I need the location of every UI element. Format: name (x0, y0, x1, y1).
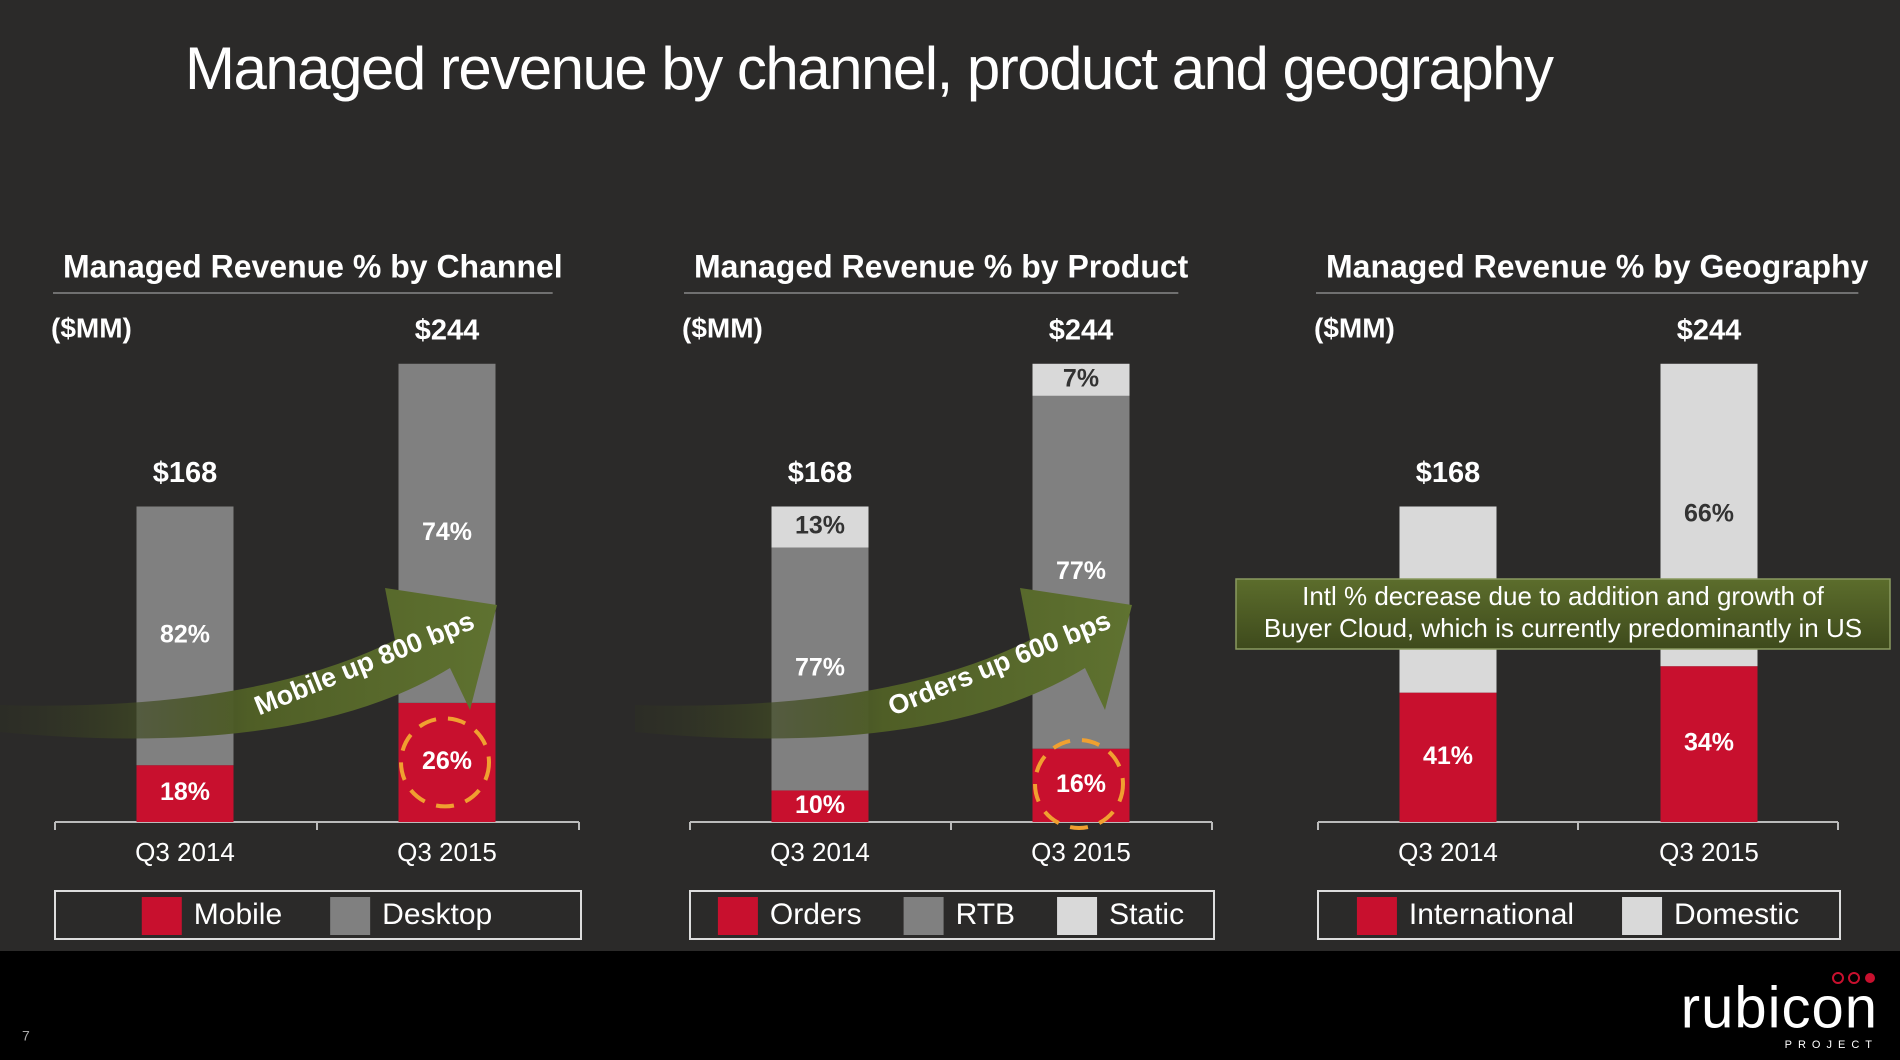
segment-label: 41% (1423, 742, 1473, 770)
highlight-circle (1033, 738, 1125, 830)
legend-box (54, 890, 582, 940)
legend-swatch (141, 897, 182, 935)
legend-swatch (903, 897, 944, 935)
legend-label: Static (1109, 898, 1184, 931)
logo-dot (1848, 972, 1860, 984)
chart-title: Managed Revenue % by Product (694, 248, 1189, 284)
legend-swatch (1356, 897, 1397, 935)
x-tick-label: Q3 2014 (1398, 837, 1498, 867)
bar-segment (136, 765, 234, 822)
legend-swatch (330, 897, 371, 935)
logo-dot (1832, 972, 1844, 984)
x-tick-label: Q3 2014 (135, 837, 235, 867)
legend-box (1317, 890, 1841, 940)
bar-segment (771, 790, 869, 822)
arrow-shape (635, 588, 1132, 739)
x-tick-label: Q3 2015 (397, 837, 497, 867)
logo-dot (1865, 973, 1875, 983)
legend-label: International (1409, 898, 1574, 931)
chart-title: Managed Revenue % by Channel (63, 248, 563, 284)
page-number: 7 (22, 1028, 30, 1044)
unit-label: ($MM) (1314, 312, 1395, 343)
legend-label: Mobile (194, 898, 282, 931)
total-label: $168 (788, 457, 853, 489)
logo-tagline: PROJECT (1785, 1039, 1878, 1051)
x-tick-label: Q3 2014 (770, 837, 870, 867)
total-label: $168 (1416, 457, 1481, 489)
bar-segment (1660, 666, 1758, 822)
legend-label: Desktop (382, 898, 492, 931)
legend-label: Orders (770, 898, 862, 931)
segment-label: 13% (795, 512, 845, 540)
segment-label: 34% (1684, 729, 1734, 757)
legend-swatch (717, 897, 758, 935)
legend-label: Domestic (1674, 898, 1799, 931)
logo-name: rubicon (1681, 975, 1878, 1040)
total-label: $244 (1677, 314, 1742, 346)
segment-label: 16% (1056, 770, 1106, 798)
x-tick-label: Q3 2015 (1031, 837, 1131, 867)
x-tick-label: Q3 2015 (1659, 837, 1759, 867)
bar-segment (1399, 692, 1497, 822)
background (0, 0, 1900, 951)
bar-segment (1032, 395, 1130, 749)
legend-swatch (1057, 897, 1098, 935)
slide-title: Managed revenue by channel, product and … (185, 35, 1554, 102)
segment-label: 66% (1684, 500, 1734, 528)
total-label: $168 (153, 457, 218, 489)
total-label: $244 (1049, 314, 1114, 346)
unit-label: ($MM) (682, 312, 763, 343)
bar-segment (771, 506, 869, 548)
bar-segment (1032, 748, 1130, 822)
highlight-circle (399, 716, 491, 809)
arrow-shape (0, 588, 497, 739)
bar-segment (771, 547, 869, 791)
segment-label: 7% (1063, 364, 1099, 392)
callout-text: Intl % decrease due to addition and grow… (1302, 581, 1825, 611)
callout-box (1235, 578, 1891, 650)
segment-label: 26% (422, 747, 472, 775)
callout-text: Buyer Cloud, which is currently predomin… (1264, 613, 1862, 643)
legend-box (689, 890, 1215, 940)
segment-label: 77% (1056, 557, 1106, 585)
legend-swatch (1622, 897, 1663, 935)
footer (0, 951, 1900, 1060)
segment-label: 10% (795, 791, 845, 819)
segment-label: 74% (422, 518, 472, 546)
total-label: $244 (415, 314, 480, 346)
segment-label: 18% (160, 778, 210, 806)
unit-label: ($MM) (51, 312, 132, 343)
chart-title: Managed Revenue % by Geography (1326, 248, 1869, 284)
legend-label: RTB (956, 898, 1015, 931)
bar-segment (398, 702, 496, 822)
segment-label: 77% (795, 654, 845, 682)
bar-segment (1032, 363, 1130, 396)
segment-label: 82% (160, 620, 210, 648)
